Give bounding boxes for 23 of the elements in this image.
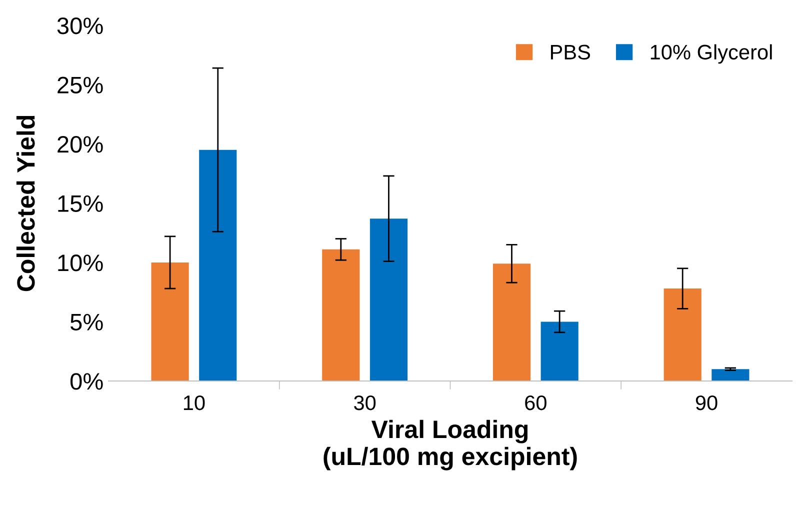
bar [540, 322, 578, 381]
bar [322, 249, 360, 381]
bar [370, 218, 408, 381]
y-tick-label: 20% [58, 136, 103, 153]
x-tick-label: 60 [525, 395, 546, 410]
bar [199, 150, 237, 381]
y-tick-label: 0% [70, 373, 103, 390]
x-axis-title: Viral Loading (uL/100 mg excipient) [324, 420, 577, 470]
bar [664, 288, 702, 381]
x-tick-label: 10 [184, 395, 205, 410]
bar [492, 264, 531, 381]
legend-label: PBS [550, 44, 590, 60]
y-tick-label: 5% [70, 314, 103, 331]
y-tick-label: 15% [58, 195, 103, 212]
y-tick-label: 10% [58, 254, 103, 272]
y-tick-label: 30% [57, 17, 103, 34]
bar [151, 262, 189, 381]
bar [712, 369, 750, 381]
legend-label: 10% Glycerol [650, 44, 772, 64]
y-tick-label: 25% [58, 76, 103, 94]
x-tick-label: 90 [696, 395, 718, 410]
y-axis-title: Collected Yield [16, 116, 35, 292]
x-tick-label: 30 [354, 395, 376, 410]
